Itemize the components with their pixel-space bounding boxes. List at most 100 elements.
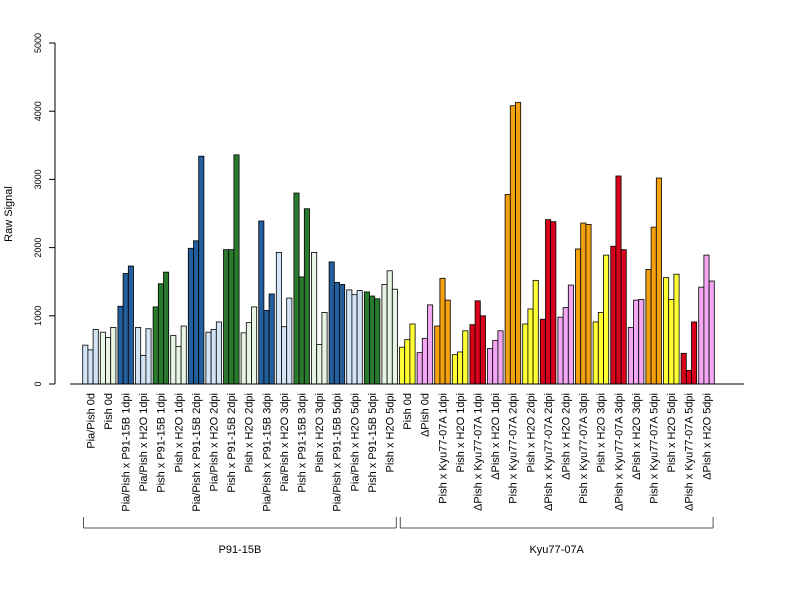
group-bracket: Kyu77-07A bbox=[399, 517, 714, 556]
bar bbox=[457, 351, 464, 385]
bar bbox=[655, 177, 662, 385]
bar-group bbox=[275, 251, 293, 385]
bar bbox=[163, 271, 170, 385]
bar bbox=[421, 337, 428, 385]
bar-group bbox=[205, 321, 222, 385]
bar bbox=[522, 323, 529, 385]
bar bbox=[685, 369, 692, 385]
y-axis: 0 1000 2000 3000 4000 5000 bbox=[33, 33, 56, 387]
bar bbox=[117, 305, 124, 385]
bar bbox=[321, 311, 328, 385]
bar bbox=[504, 193, 511, 385]
bar-group bbox=[663, 273, 680, 385]
bar-group bbox=[293, 192, 310, 385]
bar-group bbox=[539, 219, 557, 385]
bar bbox=[193, 240, 200, 385]
bar bbox=[663, 277, 670, 385]
bar-group bbox=[258, 220, 275, 385]
bar-group bbox=[451, 330, 469, 385]
bar bbox=[374, 298, 381, 385]
x-tick-label: Pish x H2O 1dpi bbox=[173, 393, 185, 472]
bar bbox=[585, 224, 592, 385]
bar bbox=[122, 273, 129, 385]
bar bbox=[474, 300, 481, 385]
y-tick-label: 2000 bbox=[33, 238, 43, 258]
bar bbox=[92, 329, 99, 385]
bar bbox=[708, 280, 715, 385]
x-tick-label: Pish x Kyu77-07A 1dpi bbox=[437, 393, 449, 504]
bar-group bbox=[399, 323, 416, 385]
bar-group bbox=[416, 304, 434, 385]
bar bbox=[152, 306, 159, 385]
x-tick-label: Pia/Pish x P91-15B 2dpi bbox=[191, 393, 203, 512]
bar bbox=[82, 344, 89, 385]
bar bbox=[597, 311, 604, 385]
bar bbox=[198, 155, 205, 385]
bar-group bbox=[152, 271, 170, 385]
x-tick-label: Pish 0d bbox=[402, 393, 414, 430]
bar bbox=[562, 307, 569, 385]
bar bbox=[87, 349, 94, 385]
x-tick-label: Pish x H2O 3dpi bbox=[314, 393, 326, 472]
bar bbox=[339, 284, 346, 385]
bar bbox=[303, 208, 310, 385]
bar bbox=[99, 331, 106, 385]
group-label: P91-15B bbox=[218, 544, 261, 556]
x-tick-label: Pish x H2O 3dpi bbox=[596, 393, 608, 472]
bar bbox=[135, 326, 142, 385]
bar bbox=[386, 270, 393, 385]
bar-group bbox=[187, 155, 205, 385]
bar-group bbox=[504, 101, 522, 385]
bar bbox=[311, 251, 318, 385]
bar bbox=[258, 220, 265, 385]
bar-group bbox=[363, 291, 381, 385]
bar bbox=[487, 348, 494, 385]
bar bbox=[409, 323, 416, 385]
x-tick-label: Pish 0d bbox=[103, 393, 115, 430]
bar bbox=[145, 328, 152, 385]
bar bbox=[444, 299, 451, 385]
bar bbox=[245, 322, 252, 385]
bar-group bbox=[170, 325, 187, 385]
bar bbox=[356, 290, 363, 385]
bar-group bbox=[627, 299, 645, 385]
group-label: Kyu77-07A bbox=[529, 544, 584, 556]
bar bbox=[469, 324, 476, 385]
bar-group bbox=[82, 329, 99, 385]
bar-group bbox=[592, 254, 610, 385]
x-tick-label: Pia/Pish x H2O 5dpi bbox=[349, 393, 361, 491]
bar-group bbox=[645, 177, 662, 385]
bar bbox=[479, 315, 486, 385]
x-tick-label: Pish x Kyu77-07A 3dpi bbox=[578, 393, 590, 504]
bar-group bbox=[346, 289, 363, 385]
x-tick-label: ΔPish x H2O 1dpi bbox=[490, 393, 502, 480]
x-tick-label: Pish x P91-15B 3dpi bbox=[297, 393, 309, 493]
bar bbox=[509, 105, 516, 385]
bar bbox=[434, 325, 441, 385]
x-tick-label: ΔPish x Kyu77-07A 5dpi bbox=[684, 393, 696, 511]
y-tick-label: 1000 bbox=[33, 306, 43, 326]
bar-group bbox=[223, 154, 240, 385]
bar bbox=[346, 289, 353, 385]
bar bbox=[316, 344, 323, 385]
bar bbox=[110, 326, 117, 385]
y-tick-label: 3000 bbox=[33, 169, 43, 189]
bar bbox=[240, 332, 247, 385]
bar bbox=[603, 254, 610, 385]
bar bbox=[557, 316, 564, 385]
x-tick-label: Pia/Pish x H2O 2dpi bbox=[209, 393, 221, 491]
bar bbox=[698, 286, 705, 385]
bar bbox=[328, 261, 335, 385]
bar bbox=[527, 308, 534, 385]
x-tick-label: ΔPish x Kyu77-07A 1dpi bbox=[473, 393, 485, 511]
bar bbox=[404, 339, 411, 385]
y-axis-title: Raw Signal bbox=[3, 186, 15, 242]
bar bbox=[462, 330, 469, 385]
bar bbox=[650, 226, 657, 385]
x-tick-label: Pia/Pish x P91-15B 5dpi bbox=[332, 393, 344, 512]
bar bbox=[610, 245, 617, 385]
bar bbox=[175, 346, 182, 385]
bar-group bbox=[610, 175, 627, 385]
bar bbox=[691, 321, 698, 385]
